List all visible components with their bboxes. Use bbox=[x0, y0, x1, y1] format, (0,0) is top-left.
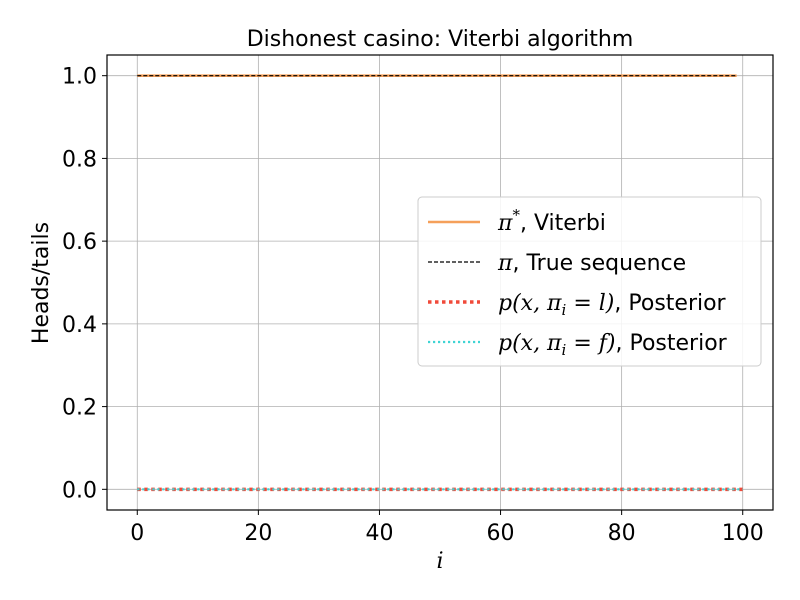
series-lines bbox=[137, 74, 743, 492]
y-tick-label: 0.8 bbox=[62, 147, 97, 172]
x-tick-label: 20 bbox=[244, 521, 272, 546]
y-tick-label: 0.2 bbox=[62, 396, 97, 421]
y-tick-label: 0.4 bbox=[62, 313, 97, 338]
plot-area-frame bbox=[106, 54, 774, 511]
legend-label-4: p(x, πi = f), Posterior bbox=[498, 331, 728, 359]
x-tick-label: 0 bbox=[130, 521, 144, 546]
x-tick-label: 100 bbox=[722, 521, 764, 546]
y-tick-label: 1.0 bbox=[62, 65, 97, 90]
chart-title: Dishonest casino: Viterbi algorithm bbox=[247, 27, 634, 52]
legend-label-1: π*, Viterbi bbox=[497, 206, 606, 236]
y-tick-label: 0.6 bbox=[62, 230, 97, 255]
axis-ticks: 0 20 40 60 80 100 0.0 0.2 0.4 0.6 0.8 1.0 bbox=[62, 65, 764, 546]
legend: π*, Viterbi π, True sequence p(x, πi = l),… bbox=[417, 196, 762, 367]
x-tick-label: 40 bbox=[365, 521, 393, 546]
x-tick-label: 60 bbox=[487, 521, 515, 546]
legend-label-2: π, True sequence bbox=[497, 251, 686, 276]
y-axis-title: Heads/tails bbox=[29, 222, 54, 344]
x-tick-label: 80 bbox=[608, 521, 636, 546]
x-axis-title: i bbox=[436, 549, 443, 574]
y-tick-label: 0.0 bbox=[62, 478, 97, 503]
legend-box bbox=[417, 196, 762, 367]
legend-label-3: p(x, πi = l), Posterior bbox=[498, 291, 727, 319]
